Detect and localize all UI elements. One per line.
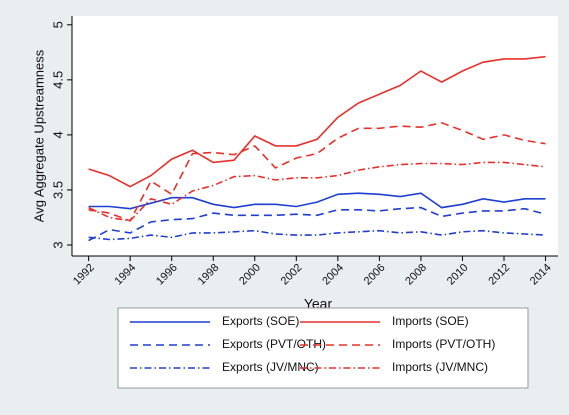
legend-label: Exports (SOE) — [222, 314, 299, 328]
y-tick-label: 5 — [50, 21, 65, 28]
legend-label: Imports (PVT/OTH) — [392, 337, 495, 351]
y-tick-label: 4 — [50, 131, 65, 138]
series-line — [88, 161, 546, 222]
series-line — [88, 121, 546, 222]
series-line — [88, 192, 546, 210]
y-tick-label: 3 — [50, 241, 65, 248]
y-tick-label: 4.5 — [50, 71, 65, 89]
legend-label: Imports (SOE) — [392, 314, 469, 328]
legend-label: Imports (JV/MNC) — [392, 360, 488, 374]
legend-label: Exports (JV/MNC) — [222, 360, 319, 374]
y-tick-label: 3.5 — [50, 181, 65, 199]
series-line — [88, 229, 546, 241]
y-axis-title: Avg Aggregate Upstreamness — [31, 49, 46, 222]
plot-area — [72, 16, 558, 256]
legend-label: Exports (PVT/OTH) — [222, 337, 326, 351]
series-line — [88, 55, 546, 188]
series-line — [88, 206, 546, 242]
